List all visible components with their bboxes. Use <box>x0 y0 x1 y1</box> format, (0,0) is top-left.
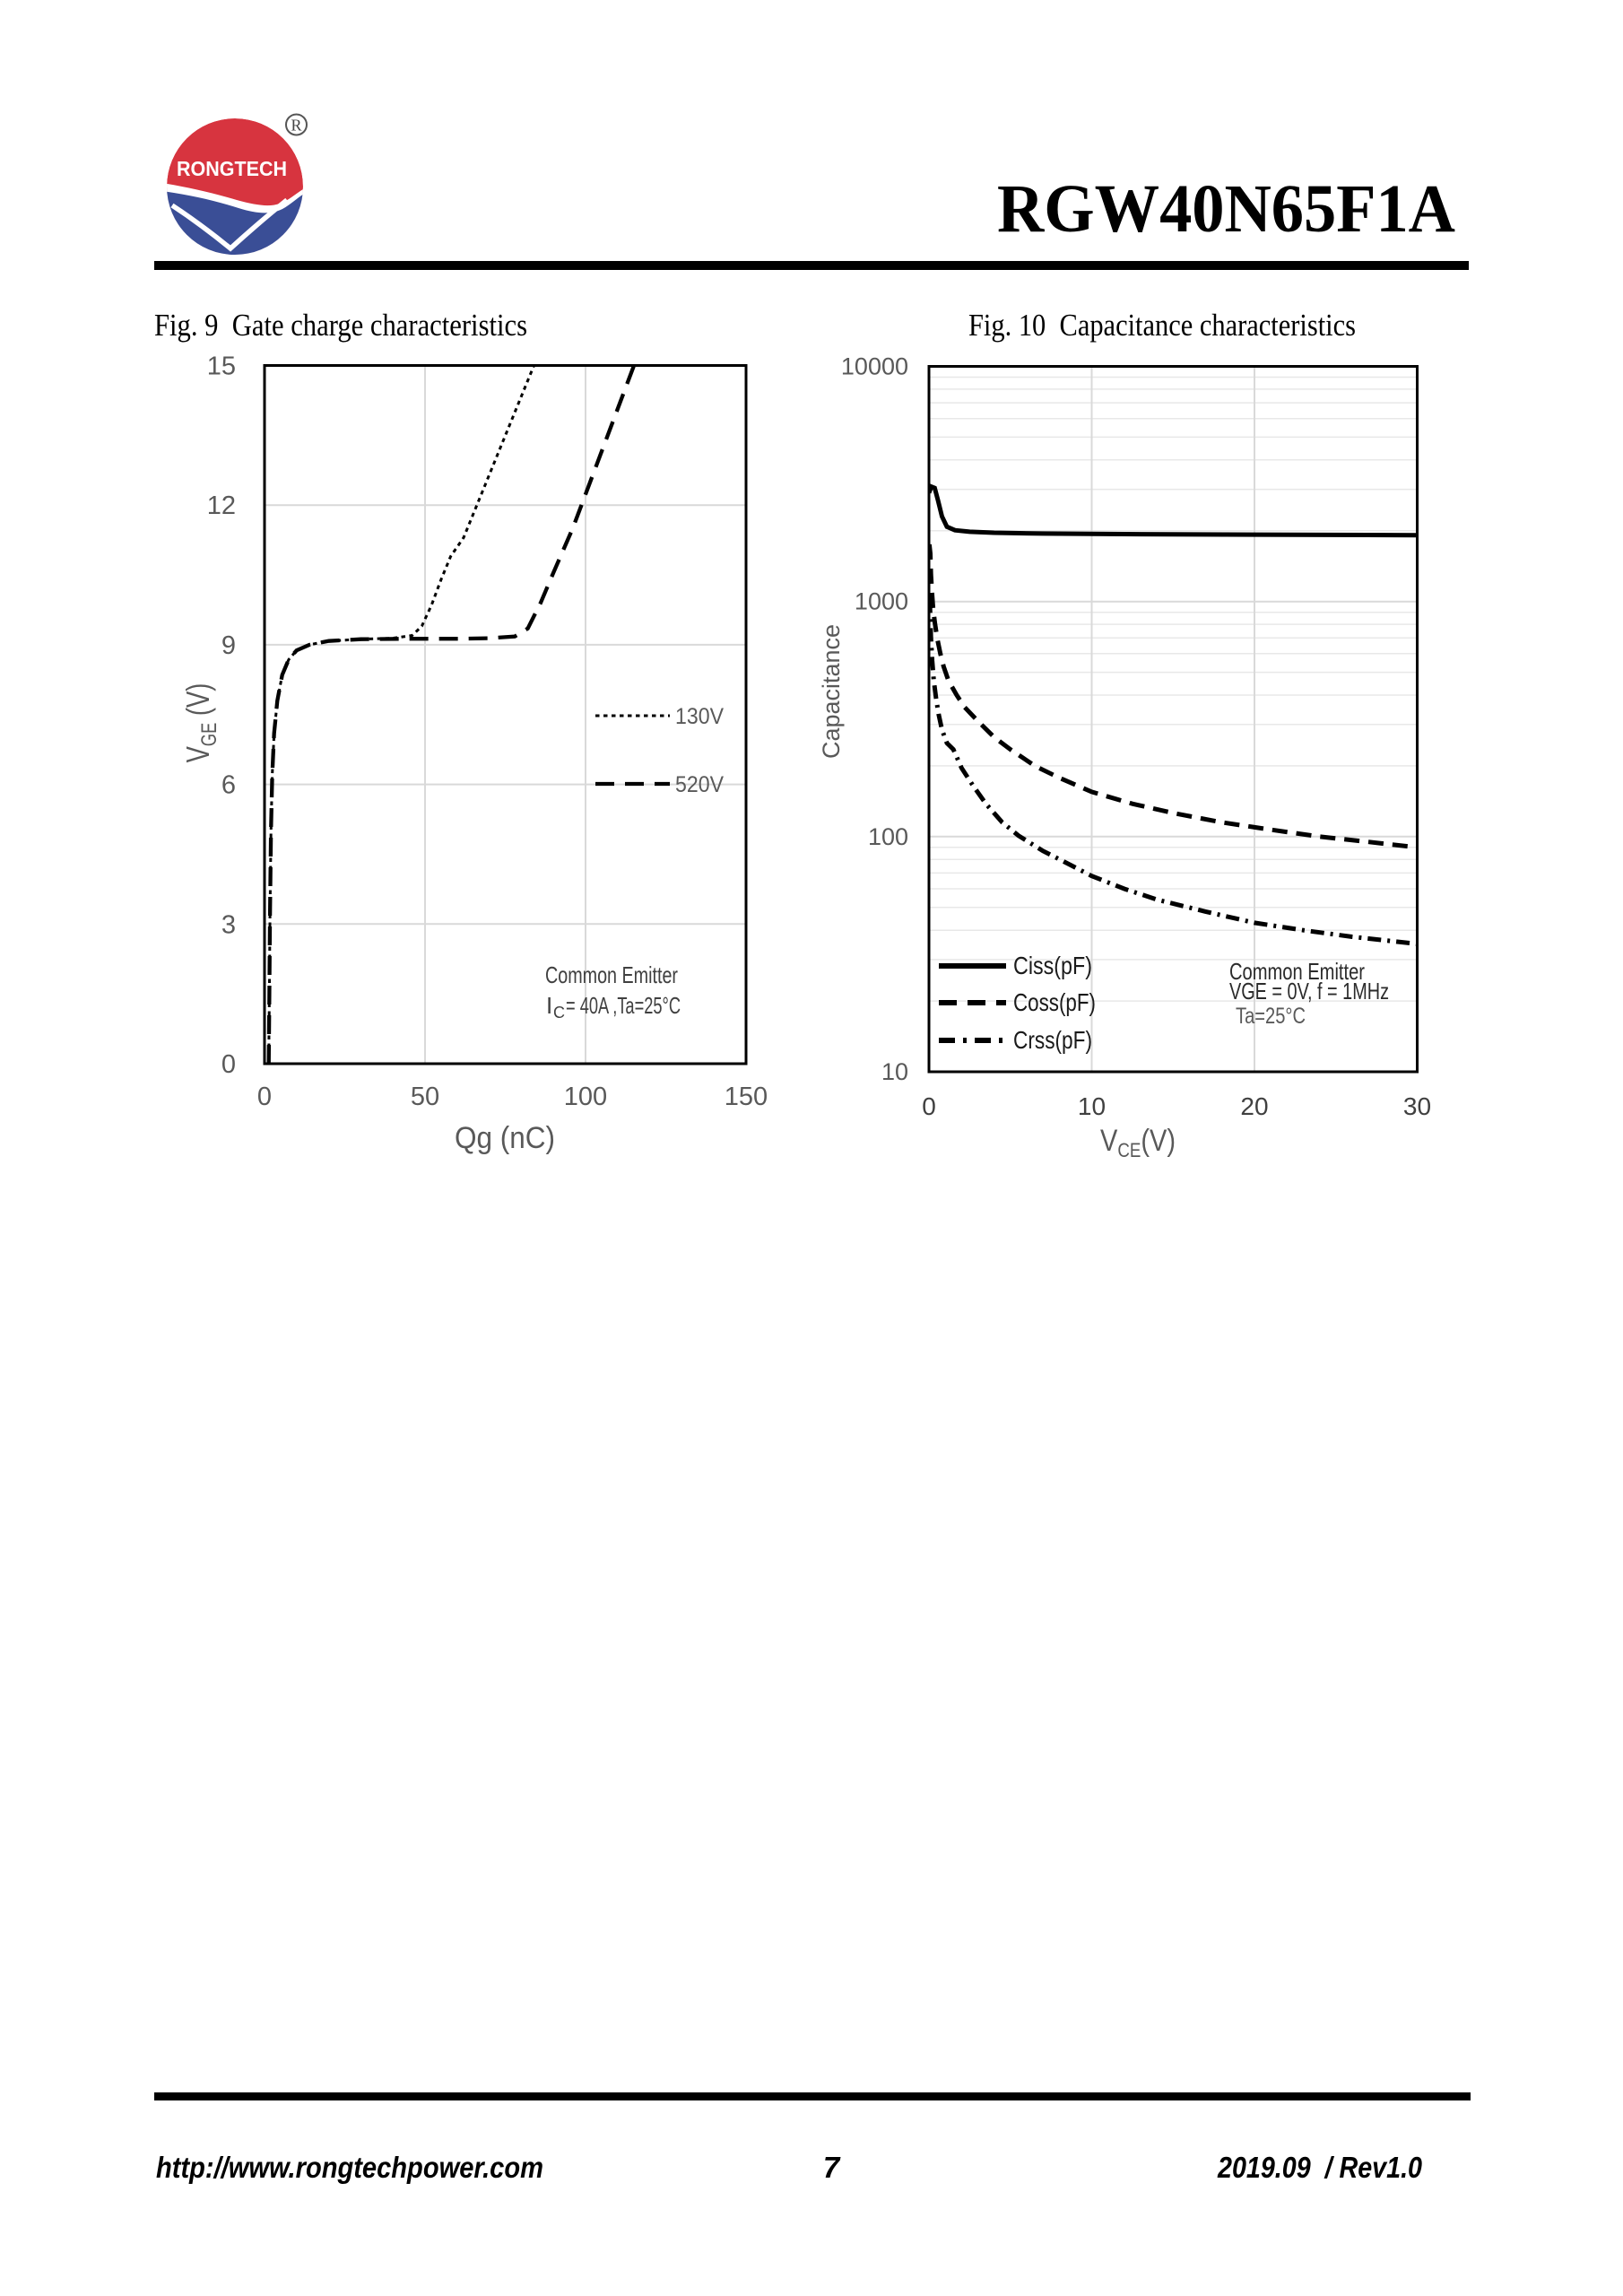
svg-text:0: 0 <box>221 1050 236 1079</box>
svg-text:Capacitance: Capacitance <box>818 624 845 759</box>
svg-text:100: 100 <box>564 1083 607 1111</box>
svg-text:I: I <box>546 992 552 1019</box>
svg-text:12: 12 <box>207 491 236 520</box>
svg-text:130V: 130V <box>675 704 724 729</box>
svg-text:Coss(pF): Coss(pF) <box>1013 988 1096 1016</box>
svg-text:Crss(pF): Crss(pF) <box>1013 1026 1092 1054</box>
svg-text:6: 6 <box>221 771 236 800</box>
svg-text:3: 3 <box>221 910 236 939</box>
svg-text:10: 10 <box>1078 1092 1106 1120</box>
svg-text:9: 9 <box>221 631 236 660</box>
svg-text:Fig. 9 Gate charge characteri: Fig. 9 Gate charge characteristics <box>154 308 527 343</box>
svg-text:Common Emitter: Common Emitter <box>545 961 678 988</box>
svg-text:20: 20 <box>1240 1092 1268 1120</box>
svg-text:RONGTECH: RONGTECH <box>177 157 287 180</box>
svg-text:2019.09 / Rev1.0: 2019.09 / Rev1.0 <box>1217 2151 1422 2184</box>
svg-text:VGE = 0V, f = 1MHz: VGE = 0V, f = 1MHz <box>1229 978 1389 1004</box>
svg-text:50: 50 <box>411 1083 439 1111</box>
svg-text:VCE(V): VCE(V) <box>1100 1124 1176 1161</box>
svg-text:0: 0 <box>922 1092 936 1120</box>
svg-text:Ta=25°C: Ta=25°C <box>1236 1004 1306 1029</box>
svg-text:10000: 10000 <box>841 353 908 380</box>
svg-text:15: 15 <box>207 352 236 381</box>
svg-text:Ciss(pF): Ciss(pF) <box>1013 952 1092 979</box>
svg-text:R: R <box>291 117 301 135</box>
svg-text:10: 10 <box>881 1058 908 1085</box>
svg-text:= 40A ,Ta=25°C: = 40A ,Ta=25°C <box>566 992 681 1019</box>
svg-text:30: 30 <box>1403 1092 1431 1120</box>
svg-text:150: 150 <box>725 1083 768 1111</box>
svg-text:1000: 1000 <box>855 588 908 615</box>
svg-text:100: 100 <box>868 823 908 850</box>
svg-text:Fig. 10 Capacitance character: Fig. 10 Capacitance characteristics <box>968 308 1356 343</box>
svg-text:Qg (nC): Qg (nC) <box>455 1121 555 1155</box>
svg-text:Common Emitter: Common Emitter <box>1229 958 1365 985</box>
svg-text:RGW40N65F1A: RGW40N65F1A <box>997 171 1455 247</box>
svg-text:http://www.rongtechpower.com: http://www.rongtechpower.com <box>156 2151 543 2184</box>
svg-text:520V: 520V <box>675 772 724 797</box>
svg-text:0: 0 <box>257 1083 272 1111</box>
svg-text:7: 7 <box>823 2151 841 2184</box>
svg-text:VGE (V): VGE (V) <box>179 683 221 763</box>
svg-text:C: C <box>553 1004 565 1022</box>
